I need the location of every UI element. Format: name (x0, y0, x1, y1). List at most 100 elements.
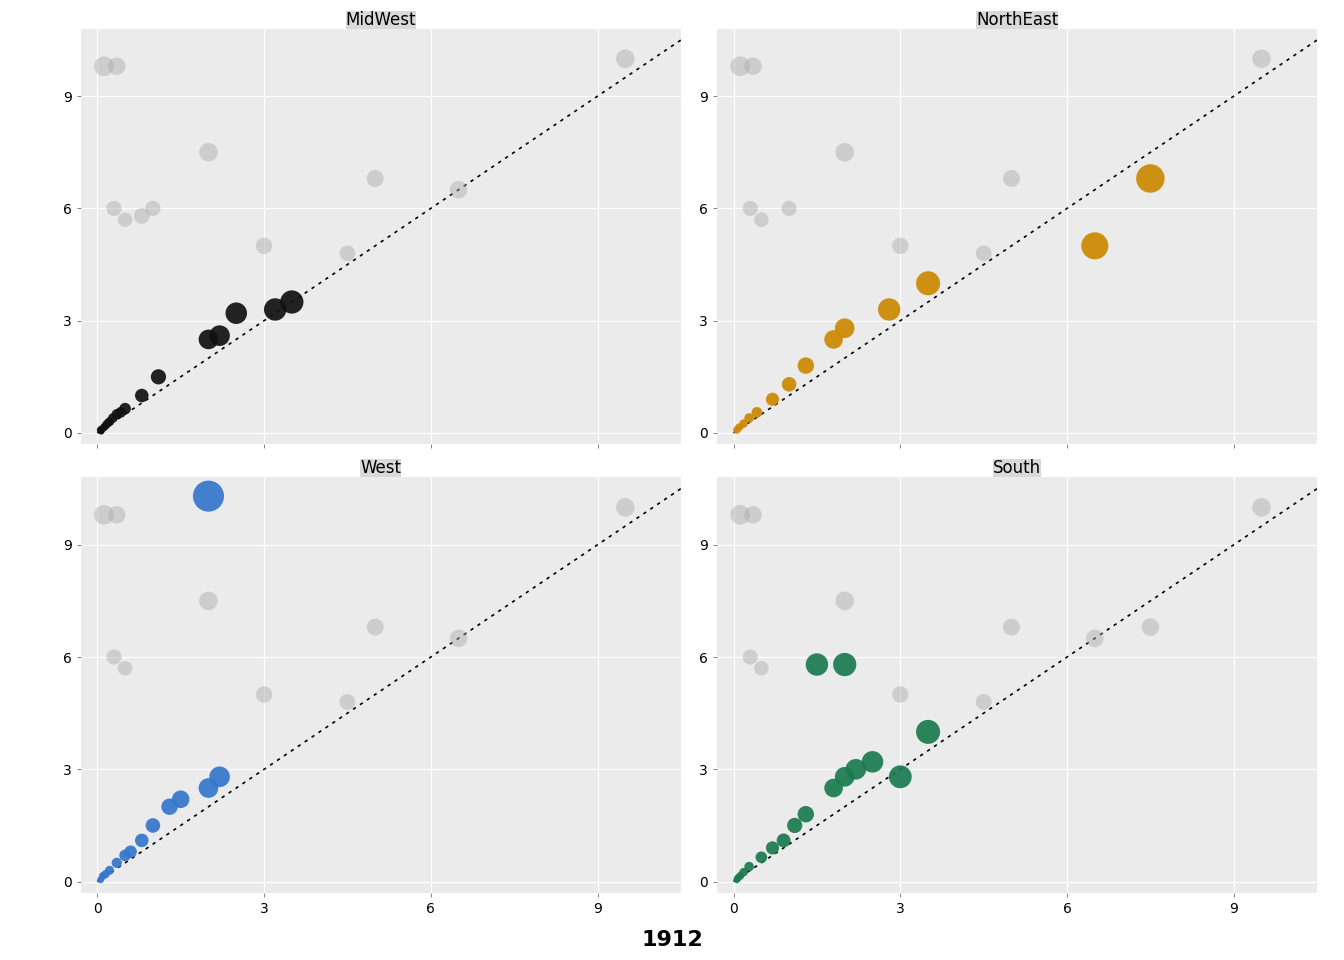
Point (730, 507, 751, 522)
Point (448, 631, 469, 646)
Point (738, 859, 759, 875)
Point (130, 208, 152, 224)
Point (973, 246, 995, 261)
Point (198, 332, 219, 348)
Point (1001, 171, 1023, 186)
Point (99, 414, 121, 429)
Point (208, 769, 230, 784)
Text: South: South (993, 460, 1042, 477)
Point (1140, 171, 1161, 186)
Point (93, 507, 114, 522)
Point (448, 182, 469, 198)
Point (95, 418, 117, 433)
Point (742, 507, 763, 522)
Point (103, 201, 125, 216)
Point (835, 657, 856, 672)
Point (198, 489, 219, 504)
Point (835, 321, 856, 336)
Point (773, 832, 794, 848)
Point (142, 818, 164, 833)
Point (120, 844, 141, 859)
Point (778, 376, 800, 392)
Point (106, 407, 128, 422)
Point (918, 276, 939, 291)
Point (93, 59, 114, 74)
Point (198, 780, 219, 796)
Point (226, 305, 247, 321)
Point (750, 660, 771, 676)
Point (208, 328, 230, 344)
Point (159, 799, 180, 814)
Point (730, 59, 751, 74)
Point (614, 499, 636, 515)
Point (90, 872, 112, 887)
Point (738, 410, 759, 425)
Point (114, 848, 136, 863)
Point (835, 145, 856, 160)
Point (198, 593, 219, 609)
Point (762, 392, 784, 407)
Point (265, 301, 286, 317)
Point (130, 388, 152, 403)
Point (198, 145, 219, 160)
Point (823, 332, 844, 348)
Point (614, 51, 636, 66)
Point (142, 201, 164, 216)
Point (796, 358, 817, 373)
Point (742, 59, 763, 74)
Point (106, 507, 128, 522)
Point (1140, 619, 1161, 635)
Point (778, 201, 800, 216)
Point (95, 867, 117, 882)
Point (728, 420, 750, 435)
Point (973, 694, 995, 709)
Point (281, 295, 302, 310)
Point (102, 410, 124, 425)
Point (726, 872, 747, 887)
Point (103, 649, 125, 664)
Point (918, 724, 939, 739)
Point (93, 868, 114, 883)
Point (97, 416, 118, 431)
Point (1251, 51, 1273, 66)
Point (93, 420, 114, 435)
Point (845, 761, 867, 777)
Point (784, 818, 805, 833)
Point (1001, 619, 1023, 635)
Point (746, 405, 767, 420)
Point (336, 246, 358, 261)
Point (106, 59, 128, 74)
Point (730, 868, 751, 883)
Point (806, 657, 828, 672)
Point (890, 686, 911, 702)
Point (727, 870, 749, 885)
Point (835, 593, 856, 609)
Point (890, 238, 911, 253)
Point (732, 865, 754, 880)
Point (253, 686, 274, 702)
Point (364, 171, 386, 186)
Point (823, 780, 844, 796)
Point (835, 769, 856, 784)
Point (796, 806, 817, 822)
Point (114, 401, 136, 417)
Text: 1912: 1912 (641, 930, 703, 950)
Point (879, 301, 900, 317)
Point (169, 792, 191, 807)
Point (90, 423, 112, 439)
Point (726, 422, 747, 438)
Point (739, 201, 761, 216)
Point (336, 694, 358, 709)
Point (110, 405, 132, 420)
Point (114, 212, 136, 228)
Point (762, 840, 784, 855)
Point (1085, 631, 1106, 646)
Text: NorthEast: NorthEast (976, 11, 1058, 29)
Point (890, 769, 911, 784)
Point (90, 422, 112, 438)
Point (1085, 238, 1106, 253)
Text: West: West (360, 460, 402, 477)
Point (750, 850, 771, 865)
Point (862, 755, 883, 770)
Point (732, 416, 754, 431)
